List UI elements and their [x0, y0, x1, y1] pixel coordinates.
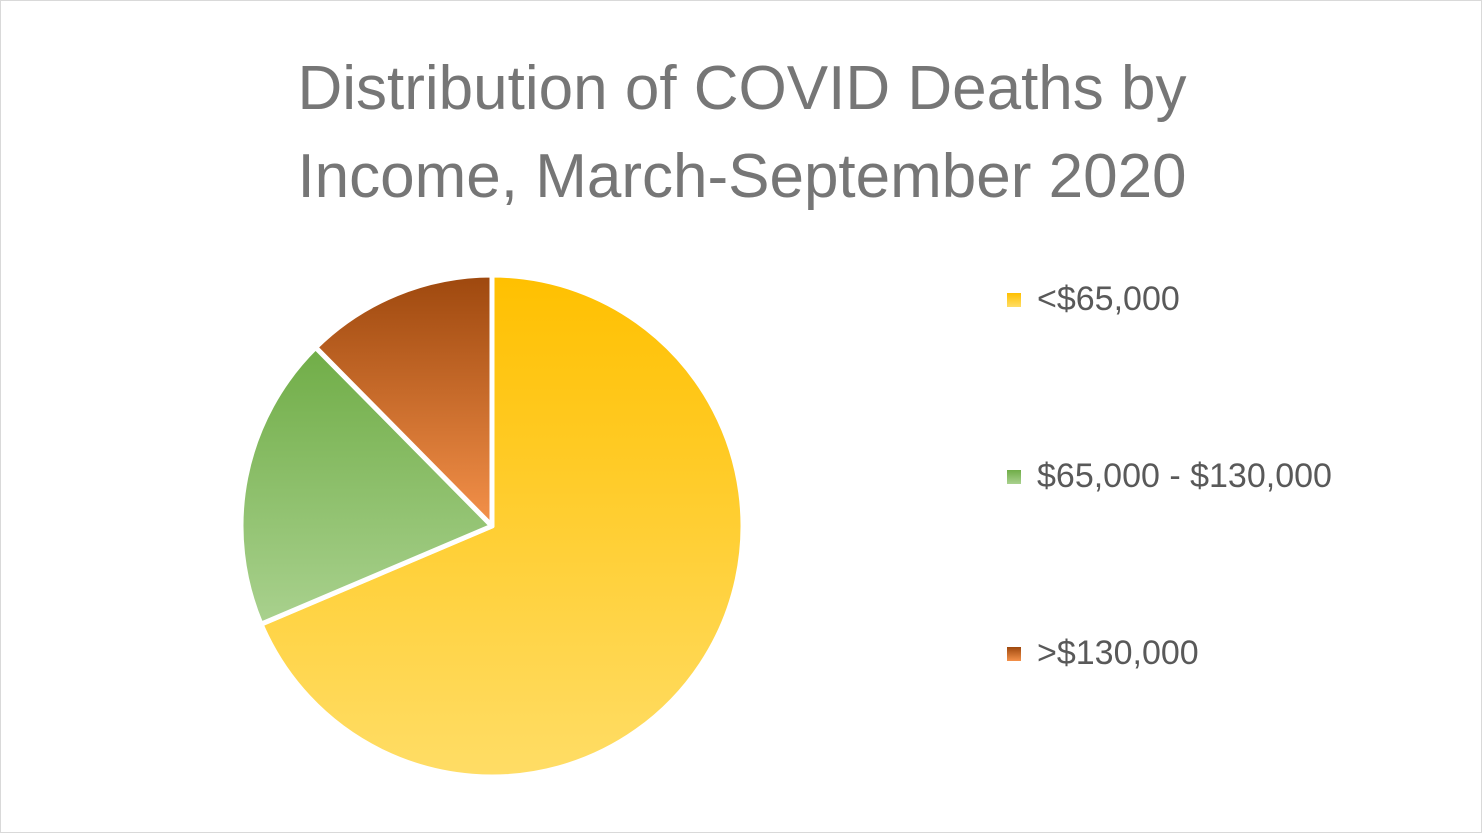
pie-slice-over-130000: [313, 272, 495, 529]
legend-swatch-65000-130000: [1007, 470, 1021, 484]
legend-label-65000-130000: $65,000 - $130,000: [1037, 457, 1332, 495]
chart-title: Distribution of COVID Deaths by Income, …: [1, 45, 1482, 221]
pie-slices: [238, 272, 746, 780]
pie-slice-65000-130000: [238, 344, 495, 627]
chart-title-line-1: Distribution of COVID Deaths by: [297, 54, 1187, 123]
legend-label-over-130000: >$130,000: [1037, 634, 1199, 672]
legend-swatch-under-65000: [1007, 293, 1021, 307]
legend-swatch-over-130000: [1007, 647, 1021, 661]
legend-label-under-65000: <$65,000: [1037, 280, 1180, 318]
chart-title-line-2: Income, March-September 2020: [297, 142, 1187, 211]
pie-slice-under-65000: [258, 272, 746, 780]
